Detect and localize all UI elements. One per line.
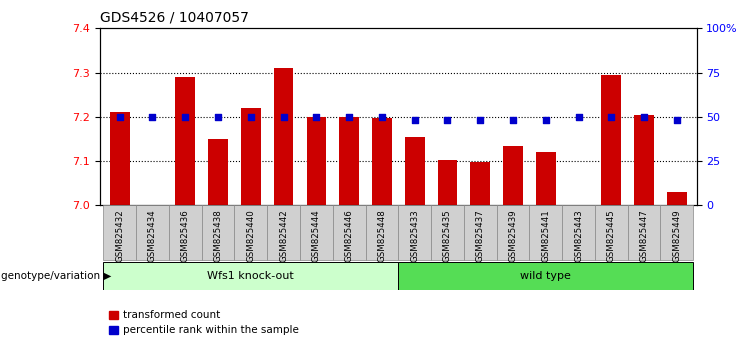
Point [245,114,256,120]
Bar [602,75,621,205]
Point [474,118,486,123]
Text: GSM825433: GSM825433 [411,210,419,262]
Point [573,114,585,120]
Point [147,114,159,120]
FancyBboxPatch shape [399,205,431,260]
Point [442,118,453,123]
FancyBboxPatch shape [562,205,595,260]
Text: GSM825442: GSM825442 [279,210,288,262]
Text: wild type: wild type [520,271,571,281]
Bar [503,145,523,205]
Text: GSM825436: GSM825436 [181,210,190,262]
Text: GSM825444: GSM825444 [312,210,321,262]
Point [638,114,650,120]
FancyBboxPatch shape [202,205,234,260]
Point [540,118,552,123]
Point [310,114,322,120]
FancyBboxPatch shape [660,205,694,260]
Text: GSM825440: GSM825440 [246,210,256,262]
Text: GSM825434: GSM825434 [148,210,157,262]
Bar [273,68,293,205]
Text: GSM825443: GSM825443 [574,210,583,262]
Text: GDS4526 / 10407057: GDS4526 / 10407057 [100,10,249,24]
Bar [634,115,654,205]
Bar [667,192,687,205]
Bar [372,118,392,205]
Text: genotype/variation ▶: genotype/variation ▶ [1,271,111,281]
Text: GSM825437: GSM825437 [476,210,485,262]
Bar [307,117,326,205]
Point [605,114,617,120]
FancyBboxPatch shape [529,205,562,260]
Text: GSM825447: GSM825447 [639,210,648,262]
Bar [176,77,195,205]
Text: GSM825435: GSM825435 [443,210,452,262]
Bar [208,139,228,205]
Point [671,118,682,123]
Bar [471,162,490,205]
Point [212,114,224,120]
Text: GSM825445: GSM825445 [607,210,616,262]
Legend: transformed count, percentile rank within the sample: transformed count, percentile rank withi… [105,306,303,339]
Point [278,114,290,120]
FancyBboxPatch shape [136,205,169,260]
Text: GSM825441: GSM825441 [541,210,551,262]
Bar [405,137,425,205]
FancyBboxPatch shape [300,205,333,260]
Point [114,114,126,120]
FancyBboxPatch shape [431,205,464,260]
FancyBboxPatch shape [103,262,399,290]
Bar [339,117,359,205]
FancyBboxPatch shape [628,205,660,260]
Text: GSM825449: GSM825449 [672,210,682,262]
FancyBboxPatch shape [464,205,496,260]
Bar [110,113,130,205]
FancyBboxPatch shape [333,205,365,260]
Text: GSM825439: GSM825439 [508,210,517,262]
Point [179,114,191,120]
FancyBboxPatch shape [399,262,694,290]
Point [409,118,421,123]
FancyBboxPatch shape [103,205,136,260]
Point [507,118,519,123]
Bar [438,160,457,205]
Text: GSM825448: GSM825448 [377,210,386,262]
FancyBboxPatch shape [496,205,529,260]
FancyBboxPatch shape [595,205,628,260]
FancyBboxPatch shape [365,205,399,260]
Point [343,114,355,120]
FancyBboxPatch shape [169,205,202,260]
Text: GSM825432: GSM825432 [115,210,124,262]
FancyBboxPatch shape [234,205,268,260]
FancyBboxPatch shape [268,205,300,260]
Point [376,114,388,120]
Text: Wfs1 knock-out: Wfs1 knock-out [207,271,294,281]
Text: GSM825446: GSM825446 [345,210,353,262]
Text: GSM825438: GSM825438 [213,210,222,262]
Bar [536,152,556,205]
Bar [241,108,261,205]
